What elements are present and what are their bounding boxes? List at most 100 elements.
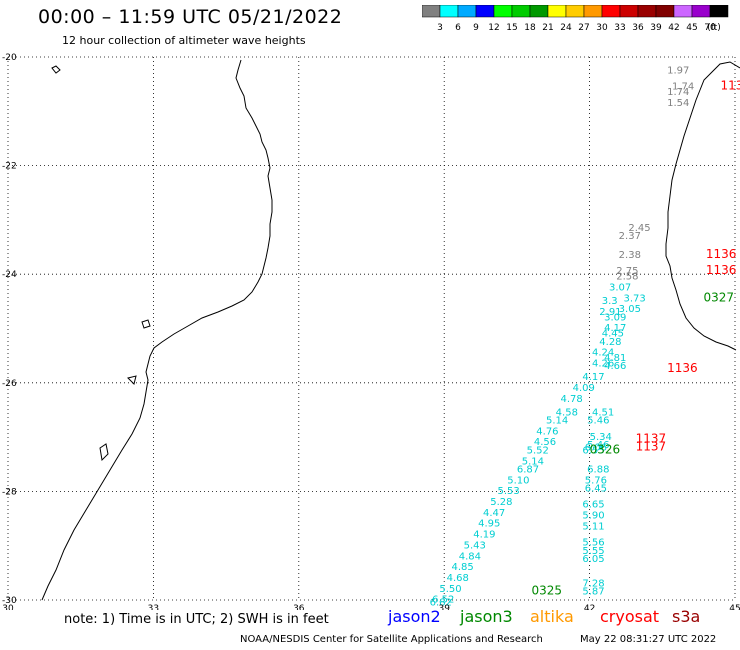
wave-height-value: 6.65 (582, 500, 604, 511)
wave-height-value: 1.97 (667, 65, 689, 76)
orbit-pass-label: 0326 (590, 442, 621, 456)
wave-height-value: 3.09 (604, 312, 626, 323)
wave-height-value: 4.81 (604, 353, 626, 364)
colorbar-label: 15 (506, 23, 517, 33)
wave-height-value: 4.78 (561, 394, 583, 405)
colorbar-label: 12 (488, 23, 499, 33)
lon-tick-label: 45 (729, 604, 740, 610)
wave-height-value: 5.43 (464, 540, 486, 551)
wave-height-value: 4.51 (592, 407, 614, 418)
wave-height-value: 5.76 (585, 475, 607, 486)
wave-height-value: 3.73 (624, 293, 646, 304)
orbit-pass-label: 1136 (706, 247, 737, 261)
colorbar-label: 36 (632, 23, 644, 33)
lat-tick-label: -26 (2, 379, 17, 389)
wave-height-value: 4.58 (556, 407, 578, 418)
credit-line: NOAA/NESDIS Center for Satellite Applica… (240, 634, 543, 645)
wave-height-map: 1.971.741.741.542.452.372.382.752.583.07… (2, 53, 740, 610)
wave-height-value: 3.07 (609, 282, 631, 293)
lat-tick-label: -22 (2, 162, 17, 172)
colorbar-label: 70 (704, 23, 716, 33)
orbit-pass-label: 0327 (703, 290, 734, 304)
wave-height-value: 4.68 (447, 573, 469, 584)
wave-height-value: 6.55 (582, 445, 604, 456)
lat-tick-label: -28 (2, 487, 17, 497)
satellite-legend-cryosat: cryosat (600, 607, 660, 626)
colorbar-label: 18 (524, 23, 536, 33)
wave-height-value: 5.28 (490, 497, 512, 508)
lat-tick-label: -24 (2, 270, 17, 280)
orbit-pass-label: 113 (720, 79, 740, 93)
wave-height-value: 4.56 (534, 437, 556, 448)
colorbar-legend: 3 6 9 12 15 18 21 24 27 30 33 36 39 42 45 70(ft) (422, 5, 729, 33)
orbit-pass-label: 0325 (531, 584, 562, 598)
lon-tick-label: 33 (148, 604, 159, 610)
lat-tick-label: -30 (2, 596, 17, 606)
lon-tick-label: 30 (2, 604, 14, 610)
wave-height-value: 7.28 (582, 578, 604, 589)
madagascar-coastline (665, 61, 740, 351)
wave-height-value: 4.66 (604, 361, 626, 372)
wave-height-value: 4.09 (573, 383, 595, 394)
colorbar-label: 45 (686, 23, 697, 33)
wave-height-value: 6.82 (430, 597, 452, 608)
wave-height-value: 1.54 (667, 98, 689, 109)
wave-height-value: 4.95 (478, 519, 500, 530)
wave-height-value: 5.46 (587, 416, 609, 427)
wave-height-value: 4.28 (599, 337, 621, 348)
wave-height-value: 6.88 (587, 464, 609, 475)
wave-height-value: 5.52 (527, 445, 549, 456)
wave-height-value: 4.17 (604, 323, 626, 334)
satellite-legend-altika: altika (530, 607, 574, 626)
colorbar-label: 33 (614, 23, 625, 33)
wave-height-value: 5.50 (439, 584, 461, 595)
wave-height-value: 2.37 (619, 231, 641, 242)
wave-height-value: 2.38 (619, 250, 641, 261)
wave-height-value: 6.52 (432, 595, 454, 606)
lon-tick-label: 42 (584, 604, 595, 610)
wave-height-value: 4.24 (592, 348, 614, 359)
wave-height-value: 5.53 (498, 486, 520, 497)
wave-height-value: 1.74 (667, 87, 689, 98)
orbit-pass-label: 1136 (706, 263, 737, 277)
wave-height-value: 5.14 (546, 416, 568, 427)
wave-height-value: 2.75 (616, 266, 638, 277)
wave-height-value: 4.26 (592, 359, 614, 370)
wave-height-value: 5.10 (507, 475, 529, 486)
wave-height-value: 5.87 (582, 587, 604, 598)
coastline (41, 59, 740, 601)
generation-timestamp: May 22 08:31:27 UTC 2022 (580, 634, 717, 645)
lon-tick-label: 36 (293, 604, 305, 610)
wave-height-value: 2.45 (628, 223, 650, 234)
wave-height-value: 4.47 (483, 508, 505, 519)
wave-height-value: 5.11 (582, 521, 604, 532)
orbit-pass-label: 1137 (636, 432, 667, 446)
wave-height-value: 4.76 (536, 426, 558, 437)
colorbar-label: 9 (473, 23, 479, 33)
wave-height-value: 5.34 (590, 432, 612, 443)
wave-height-value: 6.87 (517, 464, 539, 475)
lon-tick-label: 39 (438, 604, 450, 610)
page-title: 00:00 – 11:59 UTC 05/21/2022 (38, 6, 343, 28)
colorbar-label: 42 (668, 23, 679, 33)
satellite-legend-s3a: s3a (672, 607, 701, 626)
wave-height-value: 6.45 (585, 483, 607, 494)
wave-height-value: 2.58 (616, 272, 638, 283)
wave-height-value: 5.14 (522, 456, 544, 467)
colorbar-label: 6 (455, 23, 461, 33)
satellite-legend-jason2: jason2 (388, 607, 441, 626)
wave-height-value: 5.56 (582, 538, 604, 549)
colorbar-label: 21 (542, 23, 553, 33)
africa-coastline (41, 59, 273, 601)
colorbar-label: 30 (596, 23, 608, 33)
colorbar-label: 3 (437, 23, 443, 33)
orbit-pass-label: 1136 (667, 361, 698, 375)
map-grid (7, 56, 736, 601)
colorbar-label: 39 (650, 23, 662, 33)
wave-height-value: 5.90 (582, 511, 604, 522)
page-subtitle: 12 hour collection of altimeter wave hei… (62, 34, 306, 47)
wave-height-value: 3.3 (602, 296, 618, 307)
colorbar-label: 27 (578, 23, 589, 33)
